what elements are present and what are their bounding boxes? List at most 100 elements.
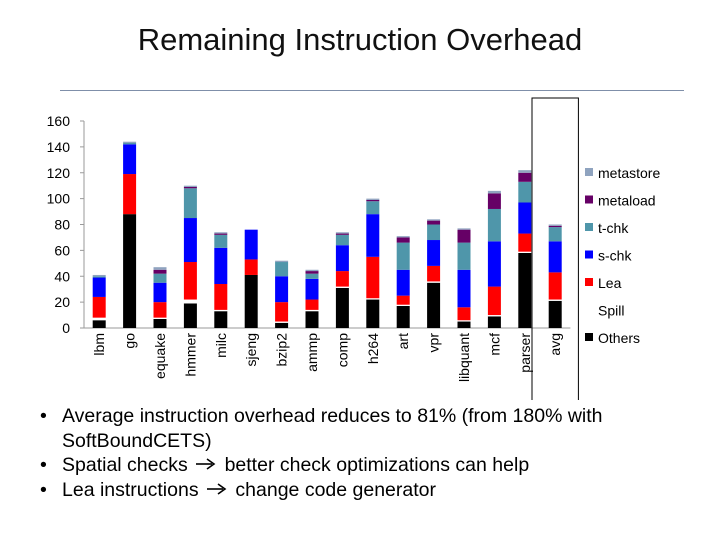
bar-segment-t-chk: [366, 201, 380, 215]
bar-segment-spill: [487, 315, 501, 317]
bar-segment-s-chk: [427, 240, 441, 266]
bar-segment-metastore: [396, 236, 410, 238]
bar-segment-t-chk: [396, 242, 410, 270]
x-tick-label: vpr: [426, 333, 442, 353]
bar-segment-s-chk: [335, 245, 349, 272]
bar-segment-t-chk: [183, 188, 197, 219]
legend-swatch: [585, 168, 593, 176]
bar-segment-metaload: [335, 233, 349, 235]
bar-segment-lea: [457, 307, 471, 321]
bar-segment-others: [153, 318, 167, 328]
legend-label: metaload: [598, 193, 656, 209]
bar-segment-s-chk: [366, 214, 380, 257]
bar-segment-others: [457, 321, 471, 328]
bar-segment-s-chk: [396, 269, 410, 296]
bar-segment-metaload: [305, 271, 319, 274]
bar-segment-lea: [518, 233, 532, 252]
x-tick-label: hmmer: [182, 333, 198, 377]
bullet-text: change code generator: [235, 478, 436, 501]
x-tick-label: parser: [517, 333, 533, 373]
bar-segment-others: [214, 311, 228, 328]
bar-segment-spill: [183, 299, 197, 304]
bar-segment-others: [275, 322, 289, 328]
bar-segment-metastore: [275, 260, 289, 263]
avg-highlight-box: [531, 97, 579, 400]
x-tick-label: avg: [547, 333, 563, 356]
x-tick-label: milc: [213, 333, 229, 358]
bar-segment-lea: [275, 302, 289, 322]
y-tick-label: 160: [47, 113, 71, 129]
x-tick-label: ammp: [304, 333, 320, 372]
y-tick-label: 0: [62, 320, 70, 336]
bar-segment-spill: [366, 298, 380, 300]
bar-segment-others: [518, 252, 532, 328]
bar-segment-t-chk: [518, 181, 532, 203]
y-tick-label: 100: [47, 191, 71, 207]
bar-segment-metaload: [457, 229, 471, 243]
bar-segment-t-chk: [457, 242, 471, 270]
bar-segment-t-chk: [305, 273, 319, 279]
bar-segment-lea: [123, 174, 137, 215]
bar-segment-metaload: [214, 233, 228, 235]
bullet-text: Lea instructions: [62, 478, 199, 501]
legend-label: metastore: [598, 165, 660, 181]
bar-segment-lea: [92, 296, 106, 318]
legend-label: Spill: [598, 303, 624, 319]
bar-segment-metastore: [427, 219, 441, 221]
bar-segment-metaload: [183, 186, 197, 189]
x-tick-label: bzip2: [274, 333, 290, 367]
bar-segment-t-chk: [427, 224, 441, 241]
legend-label: Lea: [598, 275, 622, 291]
bar-segment-t-chk: [335, 234, 349, 246]
x-tick-label: equake: [152, 333, 168, 379]
bar-segment-others: [487, 316, 501, 328]
bar-segment-t-chk: [487, 208, 501, 242]
legend-label: Others: [598, 330, 640, 346]
bar-segment-t-chk: [214, 234, 228, 248]
bullet-text: Spatial checks: [62, 454, 188, 476]
bar-segment-others: [396, 306, 410, 328]
bar-segment-t-chk: [92, 276, 106, 278]
bar-segment-lea: [214, 284, 228, 310]
bar-segment-s-chk: [183, 218, 197, 263]
bar-segment-lea: [153, 302, 167, 318]
bar-segment-spill: [153, 317, 167, 319]
bar-segment-s-chk: [244, 229, 258, 260]
bar-segment-lea: [487, 286, 501, 316]
bar-segment-spill: [92, 317, 106, 321]
y-tick-label: 20: [54, 294, 70, 310]
bar-segment-lea: [427, 265, 441, 282]
bar-segment-spill: [457, 320, 471, 322]
y-tick-label: 120: [47, 165, 71, 181]
right-arrow-icon: [206, 478, 228, 503]
bar-segment-s-chk: [123, 144, 137, 175]
bullet-text: Average instruction overhead reduces to …: [62, 405, 603, 452]
bar-segment-metastore: [366, 198, 380, 200]
y-tick-label: 40: [54, 268, 70, 284]
bar-segment-metastore: [305, 269, 319, 272]
bar-segment-spill: [275, 321, 289, 323]
bar-segment-s-chk: [548, 241, 562, 273]
bullet-icon: •: [40, 454, 47, 476]
bar-segment-others: [335, 287, 349, 328]
bar-segment-s-chk: [275, 276, 289, 303]
x-tick-label: art: [395, 333, 411, 349]
bullet-item: • Lea instructions change code generator: [34, 478, 694, 503]
bar-segment-metaload: [153, 269, 167, 274]
bar-segment-spill: [335, 286, 349, 288]
bar-segment-metastore: [335, 232, 349, 234]
bar-segment-others: [305, 311, 319, 328]
bar-segment-spill: [214, 309, 228, 312]
y-tick-label: 140: [47, 139, 71, 155]
x-tick-label: mcf: [486, 333, 502, 356]
bar-segment-others: [244, 274, 258, 328]
bar-segment-others: [427, 282, 441, 328]
bar-segment-metaload: [548, 225, 562, 228]
bar-segment-metastore: [214, 232, 228, 234]
legend-swatch: [585, 278, 593, 286]
legend-swatch: [585, 250, 593, 259]
x-tick-label: go: [122, 333, 138, 349]
bar-segment-spill: [305, 309, 319, 312]
stacked-bar-chart: 0 20 40 60 80 100 120 140 160 lbm go equake hmmer mil…: [47, 97, 660, 400]
bar-segment-lea: [335, 271, 349, 287]
